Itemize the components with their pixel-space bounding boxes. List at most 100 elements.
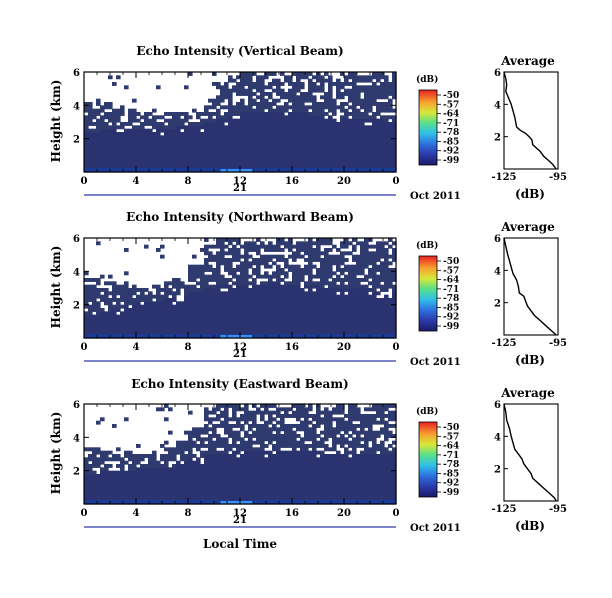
heatmap-cell: [212, 155, 217, 160]
heatmap-cell: [276, 497, 281, 502]
heatmap-cell: [264, 427, 269, 432]
heatmap-cell: [248, 324, 253, 329]
heatmap-cell: [208, 474, 213, 478]
heatmap-cell: [304, 414, 309, 418]
heatmap-cell: [228, 331, 233, 336]
heatmap-cell: [260, 102, 265, 106]
heatmap-cell: [252, 122, 257, 126]
heatmap-cell: [108, 470, 113, 475]
heatmap-cell: [316, 480, 321, 485]
heatmap-cell: [192, 467, 197, 472]
heatmap-cell: [312, 417, 317, 422]
heatmap-cell: [280, 494, 285, 498]
heatmap-cell: [100, 308, 105, 312]
heatmap-cell: [236, 424, 241, 428]
heatmap-cell: [140, 155, 145, 160]
heatmap-cell: [108, 102, 113, 106]
heatmap-cell: [336, 145, 341, 150]
heatmap-cell: [132, 477, 137, 482]
heatmap-cell: [144, 122, 149, 126]
heatmap-cell: [136, 321, 141, 326]
heatmap-cell: [104, 298, 109, 302]
heatmap-cell: [208, 298, 213, 302]
heatmap-cell: [144, 454, 149, 458]
heatmap-cell: [384, 138, 389, 143]
heatmap-cell: [328, 248, 333, 252]
heatmap-cell: [104, 494, 109, 498]
heatmap-cell: [332, 440, 337, 445]
heatmap-cell: [92, 318, 97, 322]
heatmap-cell: [296, 244, 301, 249]
heatmap-cell: [164, 314, 169, 319]
heatmap-cell: [252, 138, 257, 143]
heatmap-cell: [168, 112, 173, 116]
heatmap-cell: [108, 464, 113, 468]
heatmap-cell: [204, 470, 209, 475]
heatmap-cell: [292, 122, 297, 126]
heatmap-cell: [172, 464, 177, 468]
heatmap-cell: [196, 138, 201, 143]
heatmap-cell: [288, 98, 293, 103]
heatmap-cell: [256, 78, 261, 83]
heatmap-cell: [260, 88, 265, 93]
heatmap-cell: [136, 484, 141, 488]
heatmap-cell: [188, 321, 193, 326]
heatmap-cell: [260, 92, 265, 96]
heatmap-cell: [340, 132, 345, 136]
heatmap-cell: [332, 112, 337, 116]
heatmap-cell: [260, 82, 265, 86]
heatmap-cell: [232, 477, 237, 482]
heatmap-cell: [172, 467, 177, 472]
heatmap-cell: [252, 108, 257, 113]
heatmap-cell: [348, 264, 353, 269]
y-tick-label: 2: [73, 301, 80, 312]
heatmap-cell: [336, 264, 341, 269]
heatmap-cell: [308, 460, 313, 465]
heatmap-cell: [312, 414, 317, 418]
heatmap-cell: [244, 152, 249, 156]
heatmap-cell: [196, 464, 201, 468]
heatmap-cell: [136, 118, 141, 123]
heatmap-cell: [376, 251, 381, 256]
heatmap-cell: [308, 251, 313, 256]
heatmap-cell: [88, 294, 93, 299]
heatmap-cell: [376, 135, 381, 140]
heatmap-cell: [324, 318, 329, 322]
heatmap-cell: [264, 420, 269, 425]
heatmap-cell: [196, 487, 201, 492]
heatmap-cell: [300, 301, 305, 306]
heatmap-cell: [384, 92, 389, 96]
heatmap-cell: [88, 331, 93, 336]
heatmap-cell: [172, 314, 177, 319]
heatmap-cell: [320, 155, 325, 160]
heatmap-cell: [348, 162, 353, 166]
heatmap-cell: [204, 460, 209, 465]
heatmap-cell: [136, 135, 141, 140]
heatmap-cell: [100, 145, 105, 150]
heatmap-cell: [316, 125, 321, 130]
heatmap-cell: [332, 102, 337, 106]
heatmap-cell: [268, 132, 273, 136]
heatmap-cell: [204, 477, 209, 482]
heatmap-cell: [300, 294, 305, 299]
heatmap-cell: [208, 135, 213, 140]
heatmap-cell: [332, 454, 337, 458]
heatmap-cell: [280, 254, 285, 259]
heatmap-cell: [252, 128, 257, 133]
heatmap-cell: [292, 264, 297, 269]
heatmap-cell: [324, 420, 329, 425]
heatmap-cell: [308, 254, 313, 259]
heatmap-cell: [364, 112, 369, 116]
heatmap-cell: [364, 331, 369, 336]
heatmap-cell: [312, 135, 317, 140]
heatmap-cell: [296, 105, 301, 110]
heatmap-cell: [212, 410, 217, 415]
heatmap-cell: [392, 321, 397, 326]
heatmap-cell: [124, 494, 129, 498]
heatmap-cell: [148, 467, 153, 472]
heatmap-cell: [340, 291, 345, 296]
heatmap-cell: [224, 294, 229, 299]
heatmap-cell: [156, 115, 161, 120]
heatmap-cell: [128, 301, 133, 306]
